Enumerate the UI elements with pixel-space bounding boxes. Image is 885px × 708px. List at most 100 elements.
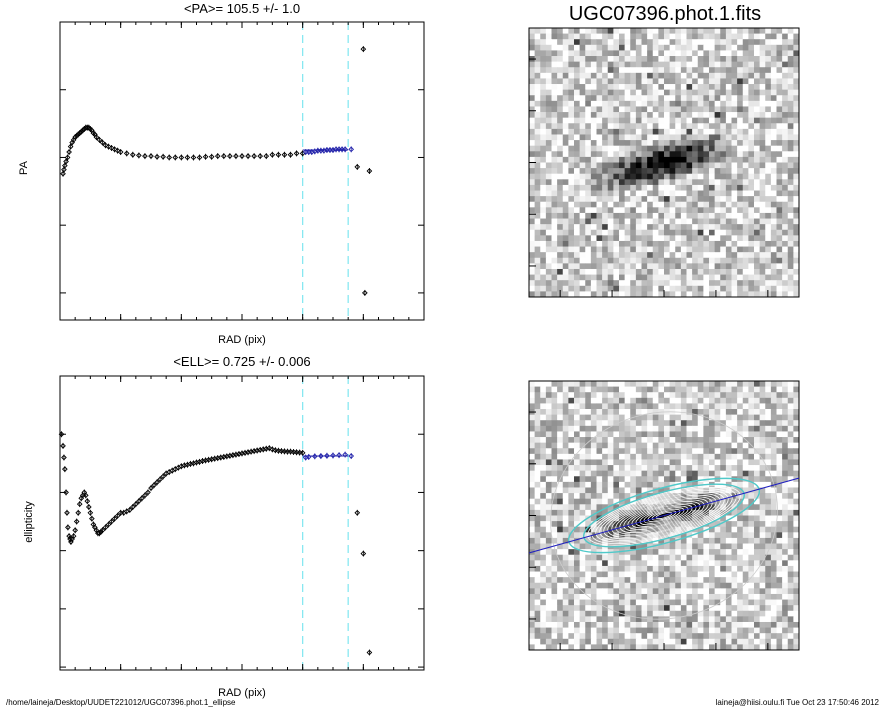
overlay-pixel	[714, 465, 721, 472]
overlay-pixel	[545, 554, 552, 561]
image-pixel	[714, 162, 721, 169]
image-pixel	[624, 257, 631, 264]
image-pixel	[692, 280, 699, 287]
overlay-pixel	[669, 599, 676, 606]
overlay-pixel	[652, 381, 659, 388]
overlay-pixel	[635, 465, 642, 472]
image-pixel	[630, 240, 637, 247]
overlay-pixel	[529, 481, 536, 488]
image-pixel	[686, 179, 693, 186]
image-pixel	[568, 179, 575, 186]
image-pixel	[793, 61, 800, 68]
image-pixel	[534, 179, 541, 186]
image-pixel	[534, 212, 541, 219]
overlay-pixel	[709, 610, 716, 617]
overlay-pixel	[776, 593, 783, 600]
image-pixel	[669, 106, 676, 113]
image-pixel	[557, 78, 564, 85]
image-pixel	[590, 196, 597, 203]
overlay-pixel	[641, 571, 648, 578]
overlay-pixel	[585, 392, 592, 399]
image-pixel	[529, 100, 536, 107]
overlay-pixel	[585, 470, 592, 477]
pa-data-point	[275, 151, 282, 158]
overlay-pixel	[557, 425, 564, 432]
overlay-pixel	[686, 565, 693, 572]
image-pixel	[714, 263, 721, 270]
image-pixel	[568, 28, 575, 35]
image-pixel	[624, 72, 631, 79]
overlay-pixel	[748, 610, 755, 617]
overlay-pixel	[534, 459, 541, 466]
image-pixel	[765, 56, 772, 63]
overlay-pixel	[725, 397, 732, 404]
image-pixel	[534, 84, 541, 91]
image-pixel	[742, 50, 749, 57]
image-pixel	[692, 117, 699, 124]
image-pixel	[647, 291, 654, 298]
image-pixel	[635, 28, 642, 35]
image-pixel	[658, 72, 665, 79]
image-pixel	[619, 190, 626, 197]
image-pixel	[557, 33, 564, 40]
overlay-pixel	[692, 549, 699, 556]
image-pixel	[748, 179, 755, 186]
image-pixel	[782, 212, 789, 219]
overlay-pixel	[759, 571, 766, 578]
image-pixel	[714, 285, 721, 292]
overlay-pixel	[703, 549, 710, 556]
overlay-pixel	[534, 465, 541, 472]
image-pixel	[641, 218, 648, 225]
overlay-pixel	[619, 493, 626, 500]
overlay-pixel	[545, 526, 552, 533]
overlay-pixel	[680, 414, 687, 421]
image-pixel	[585, 285, 592, 292]
image-pixel	[540, 140, 547, 147]
overlay-pixel	[641, 610, 648, 617]
overlay-pixel	[742, 526, 749, 533]
image-pixel	[641, 179, 648, 186]
overlay-pixel	[692, 493, 699, 500]
overlay-pixel	[641, 521, 648, 528]
image-pixel	[737, 280, 744, 287]
image-pixel	[675, 229, 682, 236]
image-pixel	[529, 106, 536, 113]
overlay-pixel	[658, 459, 665, 466]
overlay-pixel	[669, 571, 676, 578]
image-pixel	[765, 179, 772, 186]
overlay-pixel	[731, 481, 738, 488]
overlay-pixel	[585, 554, 592, 561]
overlay-pixel	[647, 392, 654, 399]
image-pixel	[652, 61, 659, 68]
overlay-pixel	[652, 543, 659, 550]
overlay-pixel	[641, 459, 648, 466]
overlay-pixel-grid	[529, 381, 800, 651]
overlay-pixel	[703, 448, 710, 455]
overlay-pixel	[793, 560, 800, 567]
image-pixel	[602, 100, 609, 107]
overlay-pixel	[568, 616, 575, 623]
overlay-pixel	[574, 526, 581, 533]
image-pixel	[602, 78, 609, 85]
overlay-pixel	[725, 532, 732, 539]
overlay-pixel	[585, 616, 592, 623]
image-pixel	[720, 207, 727, 214]
overlay-pixel	[596, 621, 603, 628]
image-pixel	[585, 67, 592, 74]
image-pixel	[720, 168, 727, 175]
overlay-pixel	[742, 448, 749, 455]
image-pixel	[697, 112, 704, 119]
overlay-pixel	[647, 577, 654, 584]
overlay-pixel	[607, 554, 614, 561]
image-pixel	[703, 106, 710, 113]
pa-data-point	[172, 154, 179, 161]
image-pixel	[770, 263, 777, 270]
image-pixel	[686, 201, 693, 208]
image-pixel	[765, 173, 772, 180]
image-pixel	[624, 134, 631, 141]
overlay-pixel	[782, 442, 789, 449]
overlay-pixel	[551, 621, 558, 628]
overlay-pixel	[782, 465, 789, 472]
overlay-pixel	[585, 605, 592, 612]
